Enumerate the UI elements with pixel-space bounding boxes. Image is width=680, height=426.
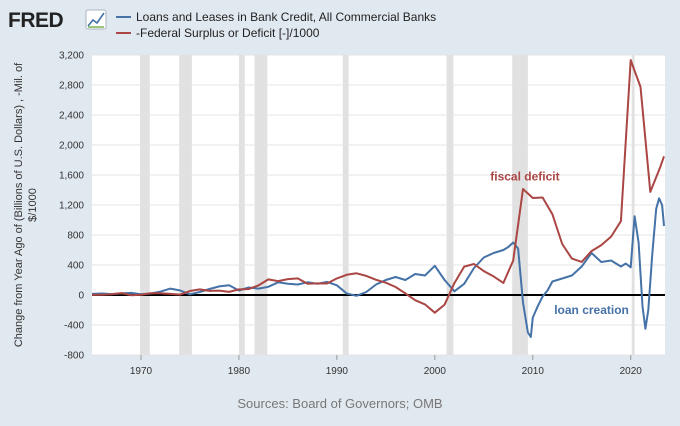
x-tick-label: 2020 bbox=[620, 366, 643, 377]
y-tick-label: 1,600 bbox=[59, 171, 84, 182]
source-note: Sources: Board of Governors; OMB bbox=[237, 396, 442, 411]
y-tick-label: -800 bbox=[64, 351, 84, 362]
y-tick-label: 400 bbox=[67, 261, 84, 272]
y-tick-label: 2,800 bbox=[59, 81, 84, 92]
legend-label-deficit: -Federal Surplus or Deficit [-]/1000 bbox=[136, 26, 320, 40]
y-tick-label: 2,400 bbox=[59, 111, 84, 122]
annotation-layer: fiscal deficit loan creation bbox=[490, 169, 629, 317]
x-tick-label: 1980 bbox=[228, 366, 251, 377]
series-line-deficit[interactable] bbox=[91, 59, 665, 314]
y-tick-label: 1,200 bbox=[59, 201, 84, 212]
y-axis-title-line-2: $/1000 bbox=[27, 188, 39, 222]
x-tick-label: 1990 bbox=[326, 366, 349, 377]
y-axis-title: Change from Year Ago of (Billions of U.S… bbox=[13, 62, 39, 347]
fred-logo-text: FRED bbox=[8, 9, 64, 32]
y-tick-label: 2,000 bbox=[59, 141, 84, 152]
y-tick-label: -400 bbox=[64, 321, 84, 332]
y-tick-label: 3,200 bbox=[59, 51, 84, 62]
x-axis-ticks: 1970 1980 1990 2000 2010 2020 bbox=[130, 355, 642, 377]
x-tick-label: 2010 bbox=[522, 366, 545, 377]
chart-annotation: fiscal deficit bbox=[490, 169, 559, 183]
legend-label-loans: Loans and Leases in Bank Credit, All Com… bbox=[136, 10, 436, 24]
chart-line-icon bbox=[85, 9, 107, 30]
y-axis-ticks: -800 -400 0 400 800 1,200 1,600 2,000 2,400 2,800… bbox=[59, 51, 84, 362]
x-tick-label: 1970 bbox=[130, 366, 153, 377]
legend: Loans and Leases in Bank Credit, All Com… bbox=[116, 10, 436, 40]
x-tick-label: 2000 bbox=[424, 366, 447, 377]
legend-item-deficit[interactable]: -Federal Surplus or Deficit [-]/1000 bbox=[116, 26, 320, 40]
y-tick-label: 0 bbox=[78, 291, 84, 302]
y-tick-label: 800 bbox=[67, 231, 84, 242]
fred-logo[interactable]: FRED bbox=[8, 9, 107, 32]
y-axis-title-line-1: Change from Year Ago of (Billions of U.S… bbox=[13, 62, 25, 347]
series-line-loans[interactable] bbox=[91, 197, 665, 338]
chart-annotation: loan creation bbox=[554, 303, 629, 317]
series-layer bbox=[91, 59, 665, 338]
legend-item-loans[interactable]: Loans and Leases in Bank Credit, All Com… bbox=[116, 10, 436, 24]
